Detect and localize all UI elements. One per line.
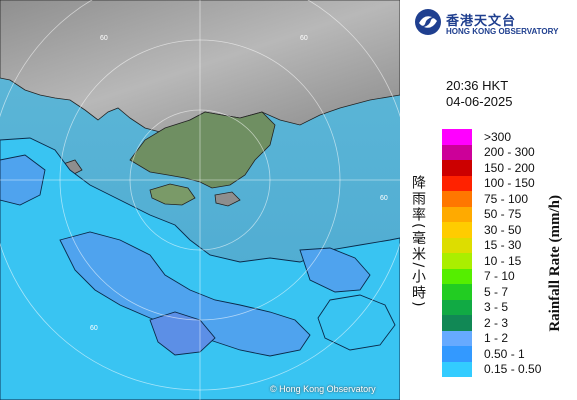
legend-range-label: 100 - 150 xyxy=(484,176,535,191)
radar-date: 04-06-2025 xyxy=(446,94,513,109)
legend-range-label: >300 xyxy=(484,129,512,144)
copyright-notice: © Hong Kong Observatory xyxy=(270,384,376,394)
legend-row: 200 - 300 xyxy=(442,144,541,160)
legend-row: >300 xyxy=(442,129,541,145)
legend-swatch xyxy=(442,253,472,269)
radar-map: 60 60 60 60 © Hong Kong Observatory xyxy=(0,0,400,400)
legend-row: 30 - 50 xyxy=(442,222,541,238)
legend-range-label: 75 - 100 xyxy=(484,191,529,206)
legend-range-label: 15 - 30 xyxy=(484,238,522,253)
legend-row: 7 - 10 xyxy=(442,268,541,284)
land-lantau xyxy=(149,183,196,206)
legend-row: 100 - 150 xyxy=(442,175,541,191)
observatory-emblem-icon xyxy=(415,9,441,35)
legend-row: 5 - 7 xyxy=(442,284,541,300)
legend-swatch xyxy=(442,129,472,145)
legend-range-label: 10 - 15 xyxy=(484,253,522,268)
legend-swatch xyxy=(442,191,472,207)
legend-range-label: 7 - 10 xyxy=(484,269,515,284)
legend-swatch xyxy=(442,299,472,315)
ring-label: 60 xyxy=(300,35,308,42)
ring-label: 60 xyxy=(90,325,98,332)
legend-swatch xyxy=(442,144,472,160)
legend-row: 2 - 3 xyxy=(442,315,541,331)
legend-swatch xyxy=(442,346,472,362)
legend-swatch xyxy=(442,330,472,346)
legend-row: 1 - 2 xyxy=(442,330,541,346)
legend-title-zh: 降雨率(毫米/小時) xyxy=(410,175,426,309)
legend-row: 15 - 30 xyxy=(442,237,541,253)
rainfall-legend: >300 200 - 300 150 - 200 100 - 150 75 - 100 5… xyxy=(442,129,541,377)
legend-swatch xyxy=(442,175,472,191)
legend-row: 3 - 5 xyxy=(442,299,541,315)
range-rings xyxy=(0,0,400,400)
legend-range-label: 1 - 2 xyxy=(484,331,509,346)
agency-name-zh: 香港天文台 xyxy=(446,14,517,29)
legend-row: 50 - 75 xyxy=(442,206,541,222)
legend-title-en: Rainfall Rate (mm/h) xyxy=(547,195,563,332)
legend-range-label: 5 - 7 xyxy=(484,284,509,299)
legend-swatch xyxy=(442,284,472,300)
legend-range-label: 0.15 - 0.50 xyxy=(484,362,542,377)
legend-row: 75 - 100 xyxy=(442,191,541,207)
radar-map-canvas: 60 60 60 60 xyxy=(0,0,400,400)
observatory-logo: 香港天文台 HONG KONG OBSERVATORY xyxy=(414,8,574,42)
land-new-territories xyxy=(129,111,276,189)
legend-row: 0.15 - 0.50 xyxy=(442,361,542,377)
legend-swatch xyxy=(442,237,472,253)
legend-row: 0.50 - 1 xyxy=(442,346,541,362)
legend-swatch xyxy=(442,206,472,222)
ring-label: 60 xyxy=(100,35,108,42)
legend-range-label: 2 - 3 xyxy=(484,315,509,330)
legend-swatch xyxy=(442,268,472,284)
legend-range-label: 150 - 200 xyxy=(484,160,535,175)
legend-range-label: 30 - 50 xyxy=(484,222,522,237)
legend-range-label: 0.50 - 1 xyxy=(484,346,525,361)
legend-range-label: 200 - 300 xyxy=(484,145,535,160)
legend-row: 150 - 200 xyxy=(442,160,541,176)
legend-swatch xyxy=(442,315,472,331)
legend-panel: 香港天文台 HONG KONG OBSERVATORY 20:36 HKT 04… xyxy=(400,0,577,400)
legend-range-label: 3 - 5 xyxy=(484,300,509,315)
radar-time: 20:36 HKT xyxy=(446,78,509,93)
legend-row: 10 - 15 xyxy=(442,253,541,269)
agency-name-en: HONG KONG OBSERVATORY xyxy=(446,27,559,36)
legend-swatch xyxy=(442,361,472,377)
legend-swatch xyxy=(442,222,472,238)
legend-swatch xyxy=(442,160,472,176)
ring-label: 60 xyxy=(380,195,388,202)
legend-range-label: 50 - 75 xyxy=(484,207,522,222)
